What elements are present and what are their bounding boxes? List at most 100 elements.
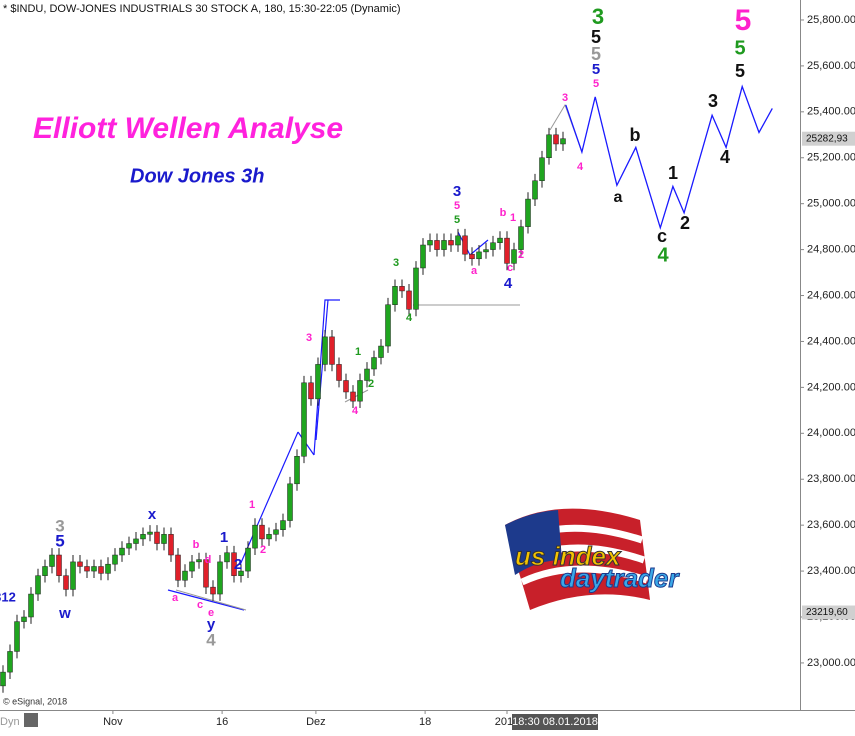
wave-label: 4 bbox=[406, 312, 413, 324]
logo-line1: us index bbox=[515, 541, 622, 571]
price-marker-box bbox=[802, 131, 855, 146]
candle-body bbox=[252, 524, 258, 549]
candle-body bbox=[189, 561, 195, 572]
wave-label: 5 bbox=[734, 37, 745, 59]
candle-body bbox=[182, 570, 188, 581]
candle-body bbox=[511, 249, 517, 264]
candle-body bbox=[217, 561, 223, 595]
candle-body bbox=[49, 554, 55, 567]
candle-body bbox=[238, 570, 244, 576]
candle-body bbox=[546, 134, 552, 159]
wave-label: 2 bbox=[518, 249, 524, 261]
candle-body bbox=[112, 554, 118, 565]
candle-body bbox=[84, 566, 90, 572]
candle-body bbox=[287, 483, 293, 521]
wave-label: 5 bbox=[592, 61, 600, 78]
credit: © eSignal, 2018 bbox=[3, 696, 67, 706]
wave-label: b bbox=[630, 125, 641, 145]
candle-body bbox=[560, 138, 566, 145]
wave-label: 1 bbox=[249, 499, 255, 511]
candle-body bbox=[406, 290, 412, 310]
chart-title: Elliott Wellen Analyse bbox=[33, 112, 343, 145]
y-tick-label: 25,800.00 bbox=[807, 14, 855, 26]
candle-body bbox=[105, 563, 111, 574]
candle-body bbox=[490, 242, 496, 250]
x-tick-label: 16 bbox=[216, 716, 228, 728]
candle-body bbox=[119, 547, 125, 556]
candle-body bbox=[266, 534, 272, 540]
wave-label: e bbox=[208, 607, 214, 619]
wave-label: 4 bbox=[504, 275, 513, 292]
mode-label: Dyn bbox=[0, 716, 20, 728]
wave-label: 4 bbox=[206, 630, 216, 649]
cursor-label: 18:30 08.01.2018 bbox=[512, 716, 598, 728]
candle-body bbox=[245, 547, 251, 572]
candle-body bbox=[28, 593, 34, 618]
cursor-box bbox=[512, 714, 598, 730]
candle-body bbox=[168, 534, 174, 556]
candle-body bbox=[203, 559, 209, 588]
candle-body bbox=[357, 380, 363, 402]
candle-body bbox=[350, 391, 356, 402]
chart-subtitle: Dow Jones 3h bbox=[130, 165, 264, 187]
wave-label: c bbox=[507, 262, 513, 274]
wave-label: b bbox=[193, 539, 200, 551]
logo-line2: daytrader bbox=[560, 563, 680, 593]
candle-body bbox=[301, 382, 307, 457]
candle-body bbox=[343, 380, 349, 393]
candle-body bbox=[196, 559, 202, 563]
candle-body bbox=[532, 180, 538, 200]
wave-label: 5 bbox=[454, 214, 460, 226]
candle-body bbox=[98, 566, 104, 574]
y-tick-label: 24,800.00 bbox=[807, 244, 855, 256]
wave-label: a bbox=[471, 265, 478, 277]
y-tick-label: 25,400.00 bbox=[807, 106, 855, 118]
chart-header: * $INDU, DOW-JONES INDUSTRIALS 30 STOCK … bbox=[3, 3, 401, 15]
y-tick-label: 25,200.00 bbox=[807, 152, 855, 164]
mode-icon[interactable] bbox=[24, 713, 38, 727]
candle-body bbox=[294, 456, 300, 485]
x-tick-label: Nov bbox=[103, 716, 123, 728]
candle-body bbox=[427, 240, 433, 246]
wave-label: 1 bbox=[355, 346, 361, 358]
candle-body bbox=[154, 531, 160, 544]
candle-body bbox=[539, 157, 545, 181]
candle-body bbox=[497, 237, 503, 243]
candle-body bbox=[175, 554, 181, 581]
candle-body bbox=[483, 249, 489, 253]
candle-body bbox=[224, 552, 230, 563]
candle-body bbox=[364, 368, 370, 381]
candle-body bbox=[371, 357, 377, 370]
candle-body bbox=[525, 198, 531, 227]
wave-label: 5 bbox=[591, 27, 601, 47]
y-tick-label: 23,000.00 bbox=[807, 657, 855, 669]
x-tick-label: Dez bbox=[306, 716, 326, 728]
wave-label: 4 bbox=[657, 244, 669, 266]
candle-body bbox=[413, 267, 419, 310]
wave-label: x bbox=[148, 506, 157, 523]
wave-label: a bbox=[614, 189, 623, 206]
candle-body bbox=[147, 531, 153, 535]
candle-body bbox=[504, 237, 510, 264]
y-tick-label: 24,600.00 bbox=[807, 289, 855, 301]
x-tick-label: 18 bbox=[419, 716, 431, 728]
projection-line bbox=[565, 84, 773, 231]
wave-label: 5 bbox=[593, 78, 599, 90]
candle-body bbox=[140, 534, 146, 540]
candle-body bbox=[329, 336, 335, 365]
logo: us index daytrader bbox=[505, 508, 681, 610]
wave-label: 2 bbox=[260, 544, 266, 556]
wave-label: 5 bbox=[454, 200, 460, 212]
candle-body bbox=[210, 586, 216, 595]
candle-body bbox=[133, 538, 139, 544]
candle-body bbox=[280, 520, 286, 530]
candle-body bbox=[322, 336, 328, 365]
wave-label: 312 bbox=[0, 589, 16, 604]
candle-body bbox=[476, 251, 482, 260]
candle-body bbox=[469, 253, 475, 260]
candle-body bbox=[420, 244, 426, 269]
candle-body bbox=[455, 235, 461, 246]
wave-label: 2 bbox=[680, 213, 690, 233]
wave-label: 1 bbox=[510, 212, 516, 224]
